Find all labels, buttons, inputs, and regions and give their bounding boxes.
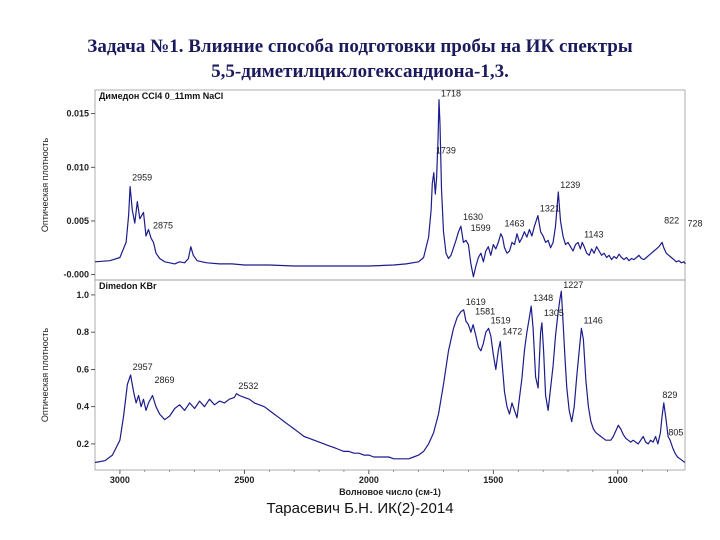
peak-label: 1718 xyxy=(441,89,461,99)
y-axis-label: Оптическая плотность xyxy=(40,138,50,232)
peak-label: 1739 xyxy=(436,146,456,156)
peak-label: 1321 xyxy=(540,204,560,214)
peak-label: 1239 xyxy=(560,180,580,190)
peak-label: 2875 xyxy=(153,221,173,231)
peak-label: 728 xyxy=(687,219,702,229)
y-tick-label: 0.4 xyxy=(76,402,89,412)
peak-label: 822 xyxy=(664,215,679,225)
x-tick-label: 2500 xyxy=(234,475,254,485)
peak-label: 1348 xyxy=(533,293,553,303)
peak-label: 1619 xyxy=(466,297,486,307)
y-axis-label: Оптическая плотность xyxy=(40,328,50,422)
peak-label: 1143 xyxy=(584,229,603,239)
peak-label: 1581 xyxy=(475,306,495,316)
y-tick-label: 0.015 xyxy=(66,109,89,119)
y-tick-label: 0.2 xyxy=(76,439,89,449)
x-tick-label: 3000 xyxy=(110,475,130,485)
x-axis-label: Волновое число (см-1) xyxy=(339,487,441,497)
page-title: Задача №1. Влияние способа подготовки пр… xyxy=(0,34,720,84)
spectrum-title: Dimedon KBr xyxy=(99,281,157,291)
peak-label: 1463 xyxy=(505,219,525,229)
plot-frame xyxy=(94,89,686,281)
peak-label: 1519 xyxy=(491,316,511,326)
y-tick-label: 0.010 xyxy=(66,162,89,172)
peak-label: 805 xyxy=(668,427,683,437)
peak-label: 1305 xyxy=(544,308,564,318)
title-line-2: 5,5-диметилциклогександиона-1,3. xyxy=(211,61,509,82)
peak-label: 1472 xyxy=(502,327,522,337)
spectrum-line xyxy=(94,99,686,278)
peak-label: 2957 xyxy=(133,362,153,372)
y-tick-label: 0.005 xyxy=(66,216,89,226)
spectrum-line xyxy=(94,290,686,464)
y-tick-label: 1.0 xyxy=(76,290,89,300)
peak-label: 1146 xyxy=(583,316,602,326)
spectrum-panel-2: Dimedon KBr Оптическая плотность 1.0 0.8 0.6… xyxy=(40,279,686,497)
y-tick-label: 0.6 xyxy=(76,364,89,374)
y-tick-label: -0.000 xyxy=(63,270,89,280)
x-tick-label: 1000 xyxy=(608,475,628,485)
spectrum-panel-1: Димедон CCl4 0_11mm NaCl Оптическая плотн… xyxy=(40,89,703,281)
x-tick-label: 2000 xyxy=(359,475,379,485)
footer-credit: Тарасевич Б.Н. ИК(2)-2014 xyxy=(266,500,454,517)
peak-label: 2959 xyxy=(132,172,152,182)
peak-label: 1599 xyxy=(471,223,491,233)
title-line-1: Задача №1. Влияние способа подготовки пр… xyxy=(87,36,633,57)
peak-label: 1630 xyxy=(463,212,483,222)
spectrum-title: Димедон CCl4 0_11mm NaCl xyxy=(99,91,223,101)
peak-label: 829 xyxy=(662,390,677,400)
y-tick-label: 0.8 xyxy=(76,327,89,337)
plot-frame xyxy=(94,279,686,471)
x-tick-label: 1500 xyxy=(483,475,503,485)
peak-label: 1227 xyxy=(563,280,583,290)
peak-label: 2532 xyxy=(238,381,258,391)
peak-label: 2869 xyxy=(155,375,175,385)
